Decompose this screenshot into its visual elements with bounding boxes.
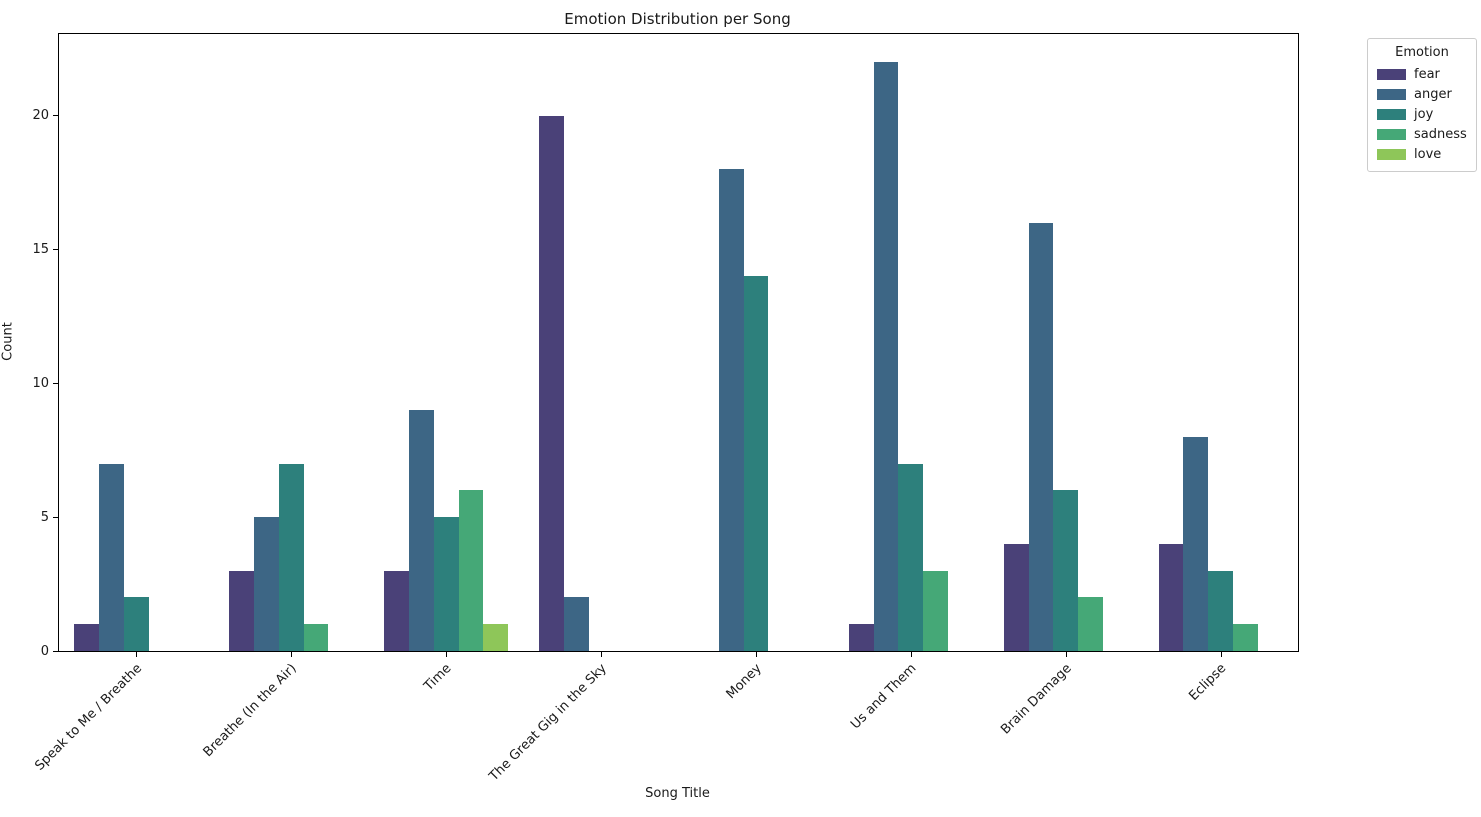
- legend-label: sadness: [1414, 126, 1467, 142]
- y-tick-mark: [53, 650, 58, 652]
- bar-fear-8: [1158, 543, 1184, 651]
- y-axis-label: Count: [0, 322, 16, 361]
- x-tick-mark: [1220, 652, 1222, 657]
- legend-swatch-icon: [1377, 128, 1406, 140]
- x-tick-label: Eclipse: [1186, 661, 1230, 704]
- x-tick-mark: [601, 652, 603, 657]
- x-tick-label: Time: [421, 661, 455, 695]
- bar-fear-2: [229, 570, 255, 651]
- x-tick-mark: [446, 652, 448, 657]
- plot-area: Speak to Me / Breathe Breathe (In the Air…: [32, 33, 1299, 784]
- legend-item-love: love: [1377, 144, 1467, 164]
- bar-sadness-7: [1078, 597, 1103, 651]
- legend-item-sadness: sadness: [1377, 124, 1467, 144]
- bar-anger-1: [99, 463, 125, 651]
- bar-anger-3: [409, 410, 434, 651]
- x-tick-label: Us and Them: [848, 661, 920, 733]
- legend-items: fear anger joy sadness love: [1377, 64, 1467, 164]
- bar-anger-6: [873, 62, 899, 651]
- bar-anger-4: [563, 597, 589, 651]
- y-tick-mark: [53, 115, 58, 117]
- x-tick-label: Brain Damage: [997, 661, 1075, 738]
- x-axis-label: Song Title: [645, 786, 710, 801]
- legend-swatch-icon: [1377, 148, 1406, 160]
- y-tick-mark: [53, 248, 58, 250]
- x-tick-mark: [755, 652, 757, 657]
- legend-item-anger: anger: [1377, 84, 1467, 104]
- x-tick-label: Breathe (In the Air): [200, 661, 300, 761]
- x-tick-mark: [291, 652, 293, 657]
- y-tick-mark: [53, 516, 58, 518]
- bar-anger-7: [1028, 222, 1054, 651]
- legend-label: anger: [1414, 86, 1452, 102]
- x-tick-mark: [136, 652, 138, 657]
- y-tick-label: 10: [32, 375, 49, 391]
- bar-joy-6: [898, 463, 924, 651]
- x-tick-label: The Great Gig in the Sky: [486, 661, 610, 785]
- bar-joy-5: [743, 276, 769, 651]
- bar-joy-8: [1208, 570, 1233, 651]
- y-tick-mark: [53, 382, 58, 384]
- bar-fear-3: [384, 570, 409, 651]
- x-tick-mark: [910, 652, 912, 657]
- bar-anger-2: [254, 517, 279, 651]
- bar-joy-2: [278, 463, 304, 651]
- bar-fear-1: [74, 624, 100, 651]
- y-tick-label: 0: [40, 643, 49, 659]
- bar-fear-7: [1003, 543, 1029, 651]
- bar-fear-6: [848, 624, 874, 651]
- legend-label: fear: [1414, 66, 1440, 82]
- legend-label: love: [1414, 146, 1442, 162]
- bar-love-3: [483, 624, 509, 651]
- x-tick-mark: [1065, 652, 1067, 657]
- bar-anger-8: [1183, 436, 1209, 651]
- legend-label: joy: [1414, 106, 1434, 122]
- x-tick-label: Money: [723, 661, 765, 703]
- bar-joy-7: [1053, 490, 1079, 651]
- legend-swatch-icon: [1377, 88, 1406, 100]
- bar-fear-4: [539, 115, 564, 651]
- legend-title: Emotion: [1395, 45, 1449, 60]
- legend-item-joy: joy: [1377, 104, 1467, 124]
- bar-sadness-8: [1232, 624, 1258, 651]
- bar-sadness-6: [923, 570, 948, 651]
- legend: Emotion fear anger joy sadness love: [1367, 38, 1477, 172]
- y-tick-label: 20: [32, 108, 49, 124]
- y-tick-label: 5: [40, 509, 49, 525]
- bar-sadness-2: [303, 624, 329, 651]
- bar-sadness-3: [458, 490, 484, 651]
- legend-item-fear: fear: [1377, 64, 1467, 84]
- legend-swatch-icon: [1377, 68, 1406, 80]
- chart-title: Emotion Distribution per Song: [564, 10, 791, 28]
- legend-swatch-icon: [1377, 108, 1406, 120]
- x-tick-label: Speak to Me / Breathe: [32, 661, 146, 774]
- bar-joy-3: [433, 517, 459, 651]
- y-tick-label: 15: [32, 241, 49, 257]
- bar-anger-5: [718, 169, 744, 651]
- bar-joy-1: [124, 597, 149, 651]
